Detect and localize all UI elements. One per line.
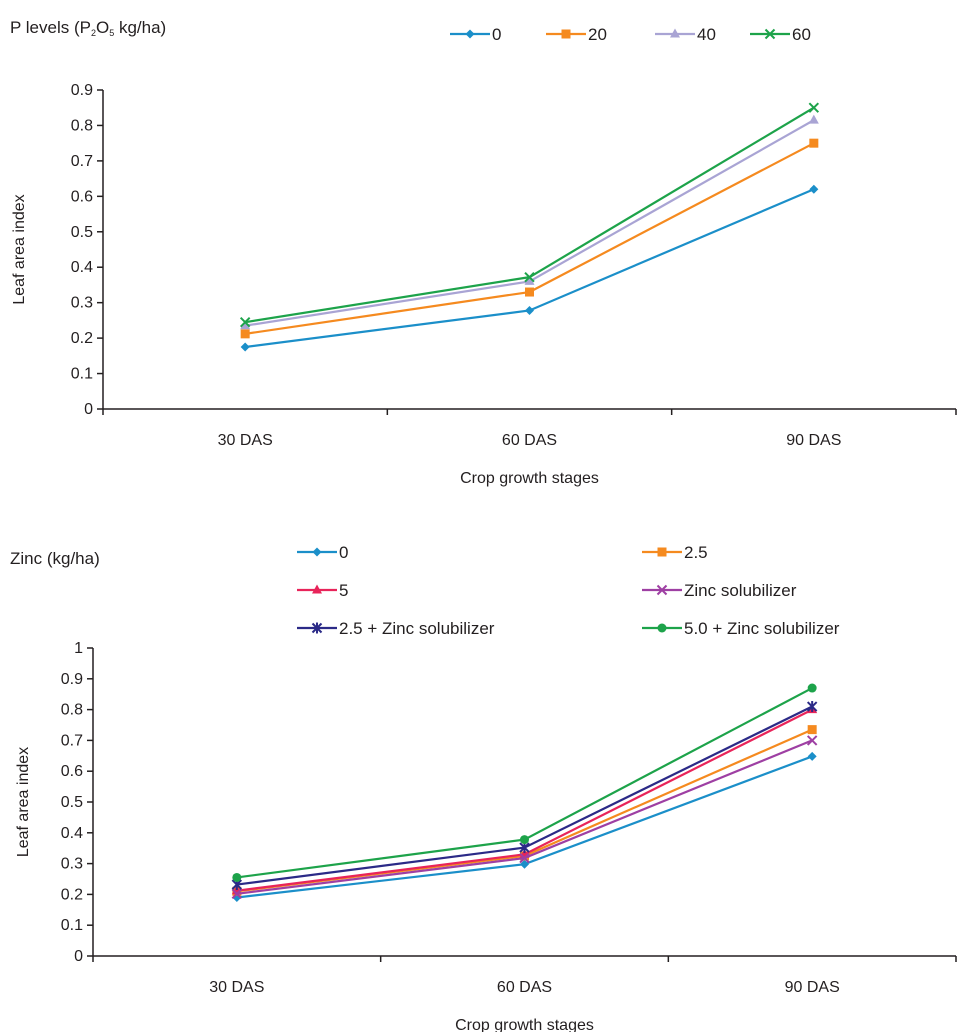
chart1-data-point	[239, 316, 251, 328]
chart2-x-tick-label: 90 DAS	[785, 979, 840, 996]
chart1-x-tick-label: 90 DAS	[786, 432, 841, 449]
chart1-svg: 0 0.1 0.2 0.3 0.4 0.5 0.6 0.7 0.8 0.9 30 DAS 60 DAS…	[11, 25, 957, 487]
chart2-legend-marker	[312, 584, 322, 594]
chart1-legend-marker	[465, 29, 475, 39]
chart1-data-point	[524, 271, 535, 283]
chart2-y-tick-label: 0.9	[61, 671, 83, 688]
chart2-y-tick-label: 0.8	[61, 702, 83, 719]
chart1-data-point	[240, 320, 251, 330]
chart1-y-tick-label: 0	[84, 401, 93, 418]
chart2-data-point	[806, 701, 818, 713]
chart1-data-point	[525, 305, 534, 315]
chart2-y-tick-label: 0.3	[61, 856, 83, 873]
chart1-data-point	[809, 184, 819, 194]
chart2-x-tick-label: 60 DAS	[497, 979, 552, 996]
chart1-y-tick-label: 0.4	[71, 259, 93, 276]
chart2-data-point	[806, 735, 818, 746]
chart1-x-axis-title: Crop growth stages	[460, 470, 599, 487]
chart1-legend-label: 40	[697, 25, 716, 44]
chart2-y-tick-label: 1	[74, 640, 83, 657]
chart2-y-axis-title: Leaf area index	[15, 747, 32, 857]
chart2-legend-marker	[312, 547, 322, 557]
chart1-title: P levels (P2O5 kg/ha)	[10, 18, 166, 38]
chart2-title: Zinc (kg/ha)	[10, 549, 100, 568]
chart1-data-point	[808, 114, 819, 124]
chart1-data-point-stroke	[239, 316, 251, 328]
chart1-title-part: P levels (P	[10, 18, 91, 37]
chart1-y-tick-label: 0.6	[71, 188, 93, 205]
chart1-data-point	[240, 329, 250, 339]
chart1-legend-marker-stroke	[764, 28, 776, 40]
chart1-data-point-stroke	[808, 102, 820, 113]
chart2-y-tick-label: 0.5	[61, 794, 83, 811]
chart1-data-point	[808, 102, 820, 113]
chart2-legend-label: 2.5 + Zinc solubilizer	[339, 619, 495, 638]
chart2-y-tick-label: 0	[74, 948, 83, 965]
chart2-legend-label: Zinc solubilizer	[684, 581, 797, 600]
chart2-data-point	[232, 872, 242, 882]
chart2-legend-label: 5.0 + Zinc solubilizer	[684, 619, 840, 638]
chart1-data-point-stroke	[524, 271, 535, 283]
chart2-data-point	[519, 852, 530, 864]
chart2-data-point-stroke	[519, 852, 530, 864]
chart1-legend-marker	[670, 28, 680, 38]
chart1-y-tick-label: 0.5	[71, 224, 93, 241]
chart2-data-point-stroke	[231, 888, 243, 899]
chart2-x-axis-title: Crop growth stages	[455, 1017, 594, 1032]
chart2-legend-marker	[657, 623, 667, 633]
chart1-title-part: kg/ha)	[114, 18, 167, 37]
chart2-legend-marker	[656, 584, 668, 596]
chart1-x-tick-label: 60 DAS	[502, 432, 557, 449]
chart2-data-point	[807, 683, 817, 693]
chart2-series-line	[236, 755, 813, 899]
chart2-data-point	[807, 725, 817, 735]
chart1-title-part: 2	[90, 28, 96, 38]
chart2-legend-label: 5	[339, 581, 348, 600]
chart2-x-tick-label: 30 DAS	[209, 979, 264, 996]
chart2-legend-marker-stroke	[656, 584, 668, 596]
chart1-legend-label: 20	[588, 25, 607, 44]
chart1-title-part: 5	[109, 28, 115, 38]
chart2-legend-marker	[311, 622, 323, 634]
chart1-legend-label: 60	[792, 25, 811, 44]
chart2-data-point	[520, 859, 529, 869]
chart1-y-tick-label: 0.7	[71, 153, 93, 170]
chart1-y-tick-label: 0.8	[71, 117, 93, 134]
chart1-y-tick-label: 0.3	[71, 295, 93, 312]
chart1-data-point	[240, 342, 250, 352]
chart2-data-point-stroke	[806, 735, 818, 746]
chart2-legend-marker	[657, 547, 667, 557]
chart1-x-tick-label: 30 DAS	[218, 432, 273, 449]
chart1-legend-marker	[764, 28, 776, 40]
chart2-y-tick-label: 0.1	[61, 917, 83, 934]
chart1-data-point	[524, 275, 535, 285]
chart2-y-tick-label: 0.2	[61, 886, 83, 903]
chart1-y-tick-label: 0.2	[71, 330, 93, 347]
chart1-data-point	[809, 138, 819, 148]
chart1-legend-label: 0	[492, 25, 501, 44]
chart2-legend-label: 2.5	[684, 543, 708, 562]
chart1-y-tick-label: 0.1	[71, 366, 93, 383]
chart2-y-tick-label: 0.4	[61, 825, 83, 842]
chart2-series-line	[236, 739, 813, 895]
chart1-y-axis-title: Leaf area index	[11, 194, 28, 304]
chart2-data-point	[807, 751, 817, 761]
chart2-data-point	[231, 888, 243, 899]
chart1-title-part: O	[95, 18, 110, 37]
chart2-y-tick-label: 0.7	[61, 732, 83, 749]
chart1-y-tick-label: 0.9	[71, 82, 93, 99]
chart2-data-point	[520, 835, 529, 845]
chart1-legend-marker	[561, 29, 571, 39]
chart1-data-point	[525, 287, 534, 297]
chart2-y-tick-label: 0.6	[61, 763, 83, 780]
chart2-legend-label: 0	[339, 543, 348, 562]
